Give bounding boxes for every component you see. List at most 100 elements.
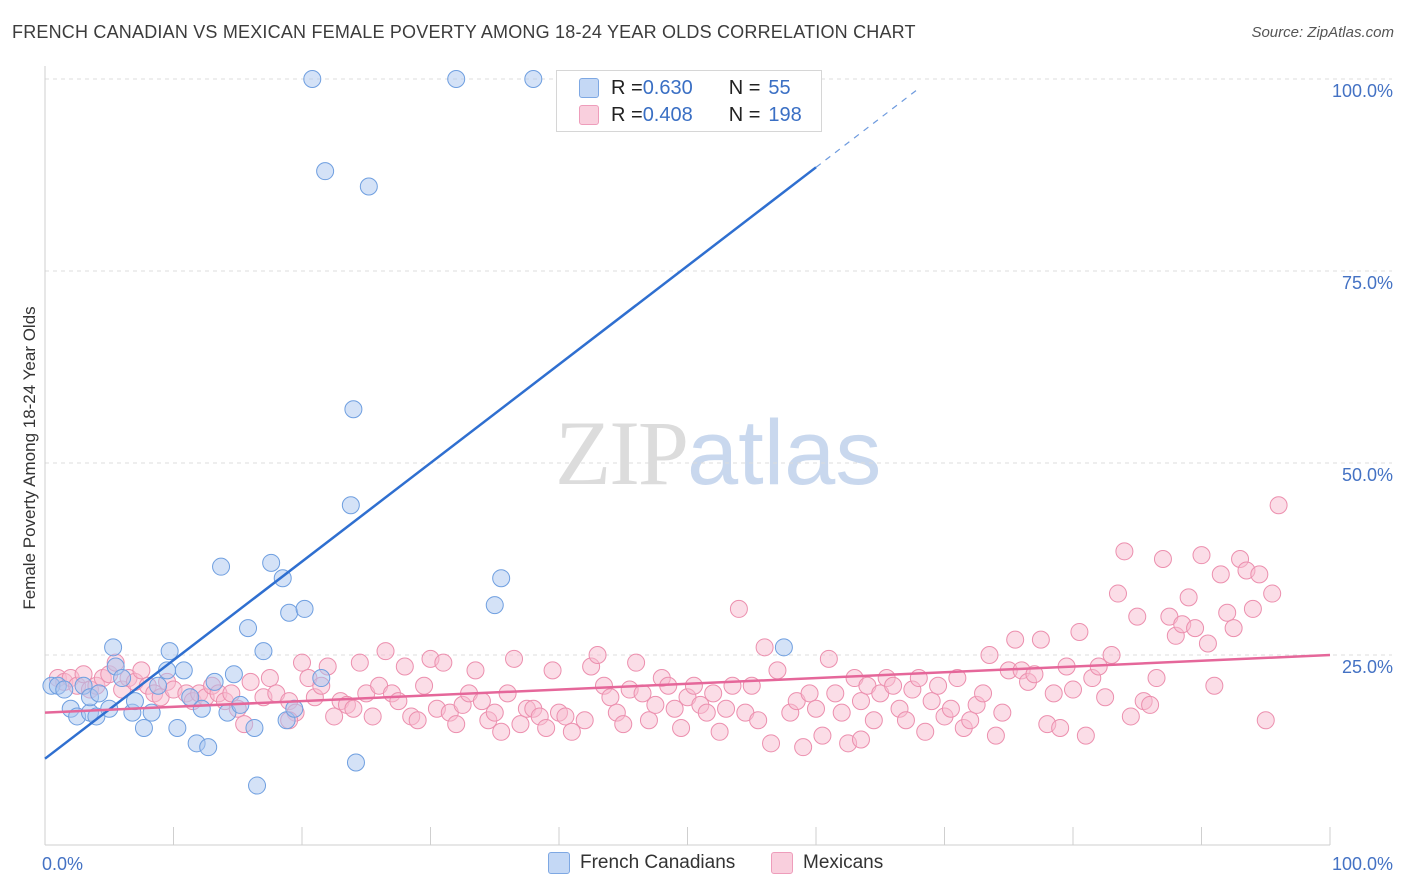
series-legend: French Canadians Mexicans [0, 852, 1406, 878]
series-legend-mexicans: Mexicans [771, 852, 883, 874]
point-mexicans [1147, 669, 1166, 688]
point-mexicans [768, 661, 787, 680]
point-mexicans [1076, 726, 1095, 745]
point-mexicans [986, 726, 1005, 745]
point-mexicans [511, 715, 530, 734]
chart-title: FRENCH CANADIAN VS MEXICAN FEMALE POVERT… [12, 22, 916, 42]
point-french-canadians [316, 162, 335, 181]
point-mexicans [1102, 646, 1121, 664]
point-mexicans [447, 715, 466, 734]
point-mexicans [350, 653, 369, 672]
point-mexicans [588, 646, 607, 664]
point-mexicans [813, 726, 832, 745]
point-french-canadians [205, 672, 224, 691]
point-french-canadians [295, 599, 314, 618]
series-swatch-blue [548, 852, 570, 874]
series-legend-french-canadians: French Canadians [548, 852, 735, 874]
point-mexicans [389, 692, 408, 711]
point-french-canadians [341, 496, 360, 515]
point-mexicans [1256, 711, 1275, 730]
point-mexicans [1121, 707, 1140, 726]
point-mexicans [1070, 622, 1089, 641]
series-label-french-canadians: French Canadians [580, 852, 736, 873]
point-mexicans [941, 699, 960, 718]
legend-r-value: 0.408 [642, 103, 693, 126]
point-mexicans [1096, 688, 1115, 707]
point-mexicans [408, 711, 427, 730]
source-credit: Source: ZipAtlas.com [1251, 24, 1394, 41]
point-mexicans [749, 711, 768, 730]
point-mexicans [922, 692, 941, 711]
point-french-canadians [55, 680, 74, 699]
point-mexicans [1006, 630, 1025, 649]
point-mexicans [723, 676, 742, 695]
point-mexicans [1269, 496, 1288, 515]
point-mexicans [1263, 584, 1282, 603]
point-mexicans [832, 703, 851, 722]
y-tick-label: 75.0% [1342, 273, 1393, 293]
point-mexicans [717, 699, 736, 718]
point-mexicans [492, 722, 511, 741]
point-mexicans [755, 638, 774, 657]
point-mexicans [665, 699, 684, 718]
point-mexicans [762, 734, 781, 753]
point-mexicans [260, 669, 279, 688]
point-french-canadians [312, 669, 331, 688]
legend-n-label: N = [728, 76, 761, 99]
point-mexicans [293, 653, 311, 672]
point-french-canadians [199, 738, 218, 757]
point-french-canadians [248, 776, 267, 795]
point-mexicans [1205, 676, 1224, 695]
point-mexicans [325, 707, 344, 726]
point-mexicans [434, 653, 453, 672]
point-french-canadians [280, 603, 299, 622]
watermark: ZIPatlas [555, 400, 881, 506]
point-french-canadians [359, 177, 378, 196]
point-french-canadians [104, 638, 123, 657]
point-mexicans [807, 699, 825, 718]
point-french-canadians [160, 642, 179, 661]
legend-n-label: N = [728, 103, 761, 126]
point-mexicans [1211, 565, 1230, 584]
point-mexicans [794, 738, 813, 757]
correlation-legend: R = 0.630 N = 55 R = 0.408 N = 198 [556, 70, 822, 132]
point-mexicans [710, 722, 729, 741]
point-french-canadians [254, 642, 273, 661]
point-mexicans [466, 661, 485, 680]
point-mexicans [974, 684, 993, 703]
point-french-canadians [774, 638, 793, 657]
point-french-canadians [134, 718, 153, 737]
point-mexicans [241, 672, 260, 691]
trendline-french-canadians [44, 166, 817, 760]
point-mexicans [1243, 599, 1262, 618]
series-label-mexicans: Mexicans [803, 852, 884, 873]
x-tick-label: 0.0% [42, 854, 83, 874]
point-mexicans [1192, 546, 1211, 565]
point-french-canadians [168, 718, 187, 737]
point-french-canadians [174, 661, 193, 680]
point-mexicans [980, 646, 999, 664]
point-mexicans [1044, 684, 1063, 703]
point-mexicans [415, 676, 434, 695]
point-french-canadians [303, 70, 322, 88]
point-mexicans [498, 684, 517, 703]
point-mexicans [819, 649, 838, 668]
legend-r-label: R = [611, 103, 643, 126]
point-mexicans [601, 688, 620, 707]
x-tick-label: 100.0% [1332, 854, 1393, 874]
point-mexicans [1051, 718, 1070, 737]
legend-row-french-canadians: R = 0.630 N = 55 [579, 75, 791, 101]
point-french-canadians [224, 665, 243, 684]
watermark-zip: ZIP [555, 402, 689, 504]
point-mexicans [884, 676, 903, 695]
point-mexicans [562, 722, 581, 741]
point-mexicans [916, 722, 935, 741]
trendline-french-canadians-extension [815, 87, 920, 168]
point-mexicans [800, 684, 819, 703]
point-french-canadians [149, 676, 168, 695]
point-mexicans [684, 676, 703, 695]
point-french-canadians [89, 684, 108, 703]
point-mexicans [704, 684, 723, 703]
point-mexicans [1141, 695, 1160, 714]
